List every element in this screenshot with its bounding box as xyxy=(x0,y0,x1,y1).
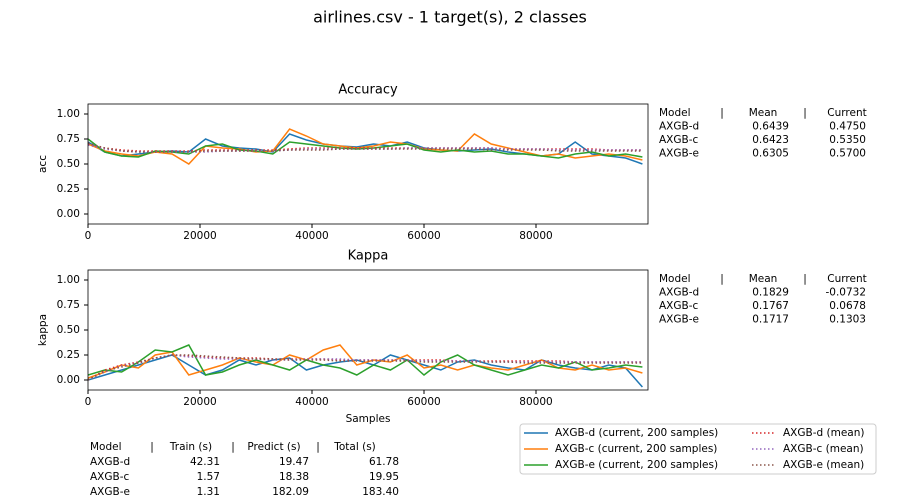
summary-cell: 0.0678 xyxy=(829,300,866,312)
x-tick-label: 40000 xyxy=(295,230,328,242)
summary-cell: -0.0732 xyxy=(825,287,866,299)
summary-cell: 0.4750 xyxy=(829,121,866,133)
summary-cell: 0.6423 xyxy=(752,134,789,146)
summary-header: Mean xyxy=(749,107,778,119)
y-tick-label: 0.50 xyxy=(57,324,80,336)
chart-title: Accuracy xyxy=(338,83,398,98)
separator: | xyxy=(231,441,235,453)
axes-frame xyxy=(87,103,649,225)
summary-header: Current xyxy=(827,107,866,119)
x-tick-label: 0 xyxy=(85,230,92,242)
separator: | xyxy=(720,107,724,119)
separator: | xyxy=(720,273,724,285)
summary-header: Model xyxy=(659,273,691,285)
y-tick-label: 0.75 xyxy=(57,299,80,311)
summary-cell: AXGB-e xyxy=(659,314,699,326)
summary-cell: AXGB-e xyxy=(659,148,699,160)
timing-cell: 183.40 xyxy=(362,486,399,498)
summary-cell: 0.5350 xyxy=(829,134,866,146)
separator: | xyxy=(803,107,807,119)
summary-cell: 0.1767 xyxy=(752,300,789,312)
y-tick-label: 0.50 xyxy=(57,158,80,170)
timing-header: Predict (s) xyxy=(247,441,300,453)
summary-cell: 0.1717 xyxy=(752,314,789,326)
timing-cell: AXGB-c xyxy=(90,471,130,483)
legend-label: AXGB-c (mean) xyxy=(783,443,864,455)
legend-label: AXGB-e (mean) xyxy=(783,459,864,471)
summary-cell: 0.5700 xyxy=(829,148,866,160)
x-tick-label: 20000 xyxy=(183,396,216,408)
summary-cell: AXGB-d xyxy=(659,121,699,133)
separator: | xyxy=(150,441,154,453)
y-tick-label: 0.00 xyxy=(57,208,80,220)
timing-cell: 19.95 xyxy=(369,471,399,483)
x-tick-label: 40000 xyxy=(295,396,328,408)
summary-header: Model xyxy=(659,107,691,119)
x-tick-label: 0 xyxy=(85,396,92,408)
summary-cell: 0.6439 xyxy=(752,121,789,133)
timing-cell: 19.47 xyxy=(279,456,309,468)
series-line xyxy=(88,354,643,381)
separator: | xyxy=(803,273,807,285)
y-tick-label: 0.00 xyxy=(57,374,80,386)
y-axis-label: kappa xyxy=(37,314,49,346)
timing-cell: 18.38 xyxy=(279,471,309,483)
plot-area xyxy=(88,104,648,224)
y-tick-label: 0.75 xyxy=(57,133,80,145)
legend-label: AXGB-d (mean) xyxy=(783,427,864,439)
series-line xyxy=(88,142,643,153)
summary-header: Mean xyxy=(749,273,778,285)
summary-cell: 0.1829 xyxy=(752,287,789,299)
timing-cell: AXGB-d xyxy=(90,456,130,468)
summary-cell: AXGB-d xyxy=(659,287,699,299)
summary-cell: AXGB-c xyxy=(659,134,699,146)
series-line xyxy=(88,354,643,381)
y-tick-label: 0.25 xyxy=(57,183,80,195)
series-line xyxy=(88,128,643,165)
timing-cell: 61.78 xyxy=(369,456,399,468)
x-axis-label: Samples xyxy=(346,413,391,425)
x-tick-label: 60000 xyxy=(407,230,440,242)
summary-header: Current xyxy=(827,273,866,285)
legend-label: AXGB-d (current, 200 samples) xyxy=(555,427,718,439)
x-tick-label: 80000 xyxy=(519,396,552,408)
summary-cell: AXGB-c xyxy=(659,300,699,312)
timing-header: Total (s) xyxy=(333,441,376,453)
x-tick-label: 80000 xyxy=(519,230,552,242)
plot-area xyxy=(88,270,648,390)
series-line xyxy=(88,143,643,152)
legend-box xyxy=(519,423,877,475)
series-line xyxy=(88,344,643,379)
series-line xyxy=(88,344,643,376)
x-tick-label: 20000 xyxy=(183,230,216,242)
y-tick-label: 0.25 xyxy=(57,349,80,361)
axes-frame xyxy=(87,269,649,391)
timing-cell: 182.09 xyxy=(272,486,309,498)
timing-header: Train (s) xyxy=(169,441,212,453)
timing-cell: AXGB-e xyxy=(90,486,130,498)
separator: | xyxy=(316,441,320,453)
y-tick-label: 1.00 xyxy=(57,108,80,120)
y-axis-label: acc xyxy=(37,155,49,173)
legend-label: AXGB-c (current, 200 samples) xyxy=(555,443,717,455)
summary-cell: 0.6305 xyxy=(752,148,789,160)
series-line xyxy=(88,138,643,159)
timing-cell: 1.31 xyxy=(197,486,220,498)
suptitle: airlines.csv - 1 target(s), 2 classes xyxy=(313,8,587,27)
summary-cell: 0.1303 xyxy=(829,314,866,326)
x-tick-label: 60000 xyxy=(407,396,440,408)
timing-header: Model xyxy=(90,441,122,453)
legend-label: AXGB-e (current, 200 samples) xyxy=(555,459,718,471)
y-tick-label: 1.00 xyxy=(57,274,80,286)
timing-cell: 42.31 xyxy=(190,456,220,468)
timing-cell: 1.57 xyxy=(197,471,220,483)
chart-title: Kappa xyxy=(348,249,389,264)
